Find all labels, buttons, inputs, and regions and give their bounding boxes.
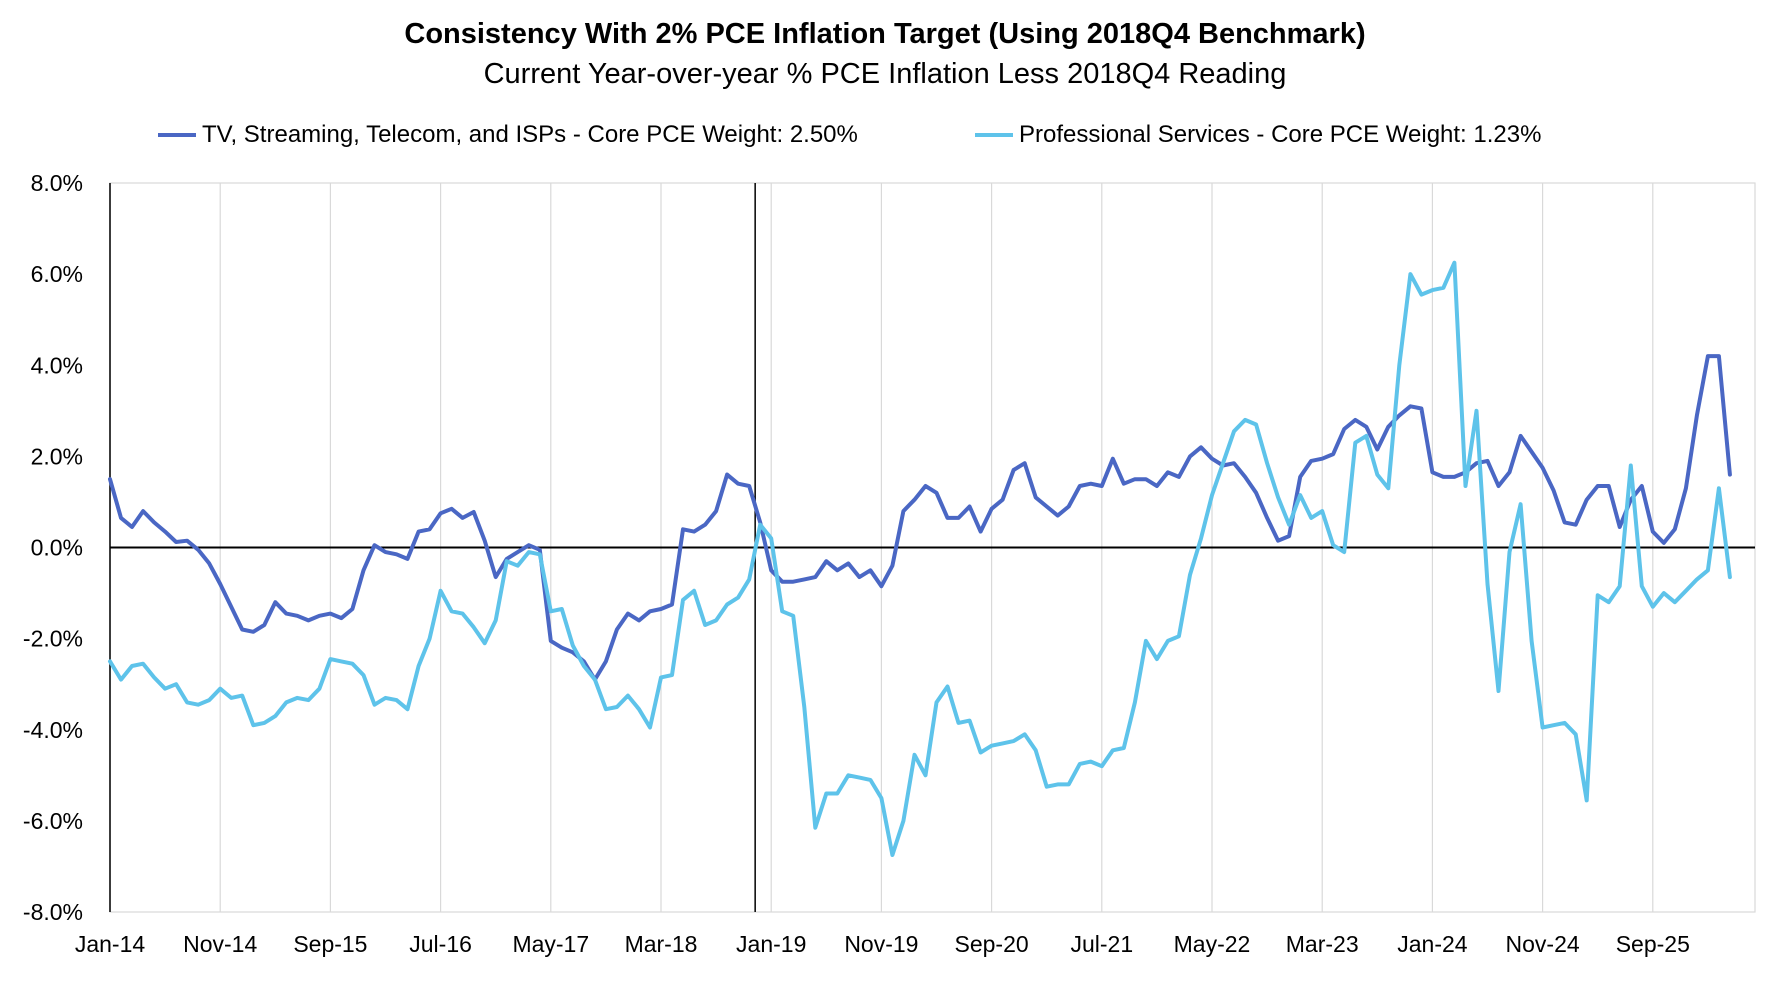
y-tick-label: -8.0% bbox=[23, 899, 83, 925]
y-tick-label: 6.0% bbox=[31, 261, 83, 287]
axis-layer bbox=[109, 183, 1755, 912]
series-line-tv-streaming bbox=[108, 354, 1732, 682]
x-tick-label: Jul-16 bbox=[409, 931, 472, 957]
x-tick-label: Jan-24 bbox=[1397, 931, 1468, 957]
y-tick-label: -2.0% bbox=[23, 626, 83, 652]
y-tick-label: -6.0% bbox=[23, 808, 83, 834]
x-tick-label: Sep-15 bbox=[293, 931, 367, 957]
x-tick-label: Jul-21 bbox=[1070, 931, 1133, 957]
x-tick-label: Mar-23 bbox=[1286, 931, 1359, 957]
x-tick-label: Sep-25 bbox=[1616, 931, 1690, 957]
y-tick-label: -4.0% bbox=[23, 717, 83, 743]
x-tick-label: Jan-19 bbox=[736, 931, 806, 957]
legend-swatch-tv-streaming bbox=[158, 133, 196, 137]
legend-item-professional-services: Professional Services - Core PCE Weight:… bbox=[975, 118, 1541, 152]
x-tick-label: May-17 bbox=[512, 931, 589, 957]
chart-title: Consistency With 2% PCE Inflation Target… bbox=[404, 18, 1366, 50]
legend-label-professional-services: Professional Services - Core PCE Weight:… bbox=[1019, 121, 1542, 148]
legend-swatch-professional-services bbox=[975, 133, 1013, 137]
x-tick-label: Mar-18 bbox=[625, 931, 698, 957]
y-tick-label: 4.0% bbox=[31, 352, 83, 378]
x-tick-label: Nov-24 bbox=[1506, 931, 1580, 957]
legend-label-tv-streaming: TV, Streaming, Telecom, and ISPs - Core … bbox=[202, 121, 858, 148]
y-tick-label: 0.0% bbox=[31, 535, 83, 561]
x-tick-label: Jan-14 bbox=[75, 931, 146, 957]
series-layer bbox=[108, 260, 1732, 857]
x-tick-label: Nov-19 bbox=[844, 931, 918, 957]
x-tick-label: Nov-14 bbox=[183, 931, 257, 957]
x-tick-label: May-22 bbox=[1174, 931, 1251, 957]
legend: TV, Streaming, Telecom, and ISPs - Core … bbox=[0, 118, 1770, 152]
label-layer: Jan-14 Nov-14 Sep-15 Jul-16 May-17 Mar-18 Jan-… bbox=[23, 170, 1690, 957]
legend-item-tv-streaming: TV, Streaming, Telecom, and ISPs - Core … bbox=[158, 118, 858, 152]
y-tick-label: 2.0% bbox=[31, 443, 83, 469]
chart-subtitle: Current Year-over-year % PCE Inflation L… bbox=[483, 58, 1287, 90]
series-line-professional-services bbox=[108, 260, 1732, 857]
x-tick-label: Sep-20 bbox=[955, 931, 1029, 957]
y-tick-label: 8.0% bbox=[31, 170, 83, 196]
